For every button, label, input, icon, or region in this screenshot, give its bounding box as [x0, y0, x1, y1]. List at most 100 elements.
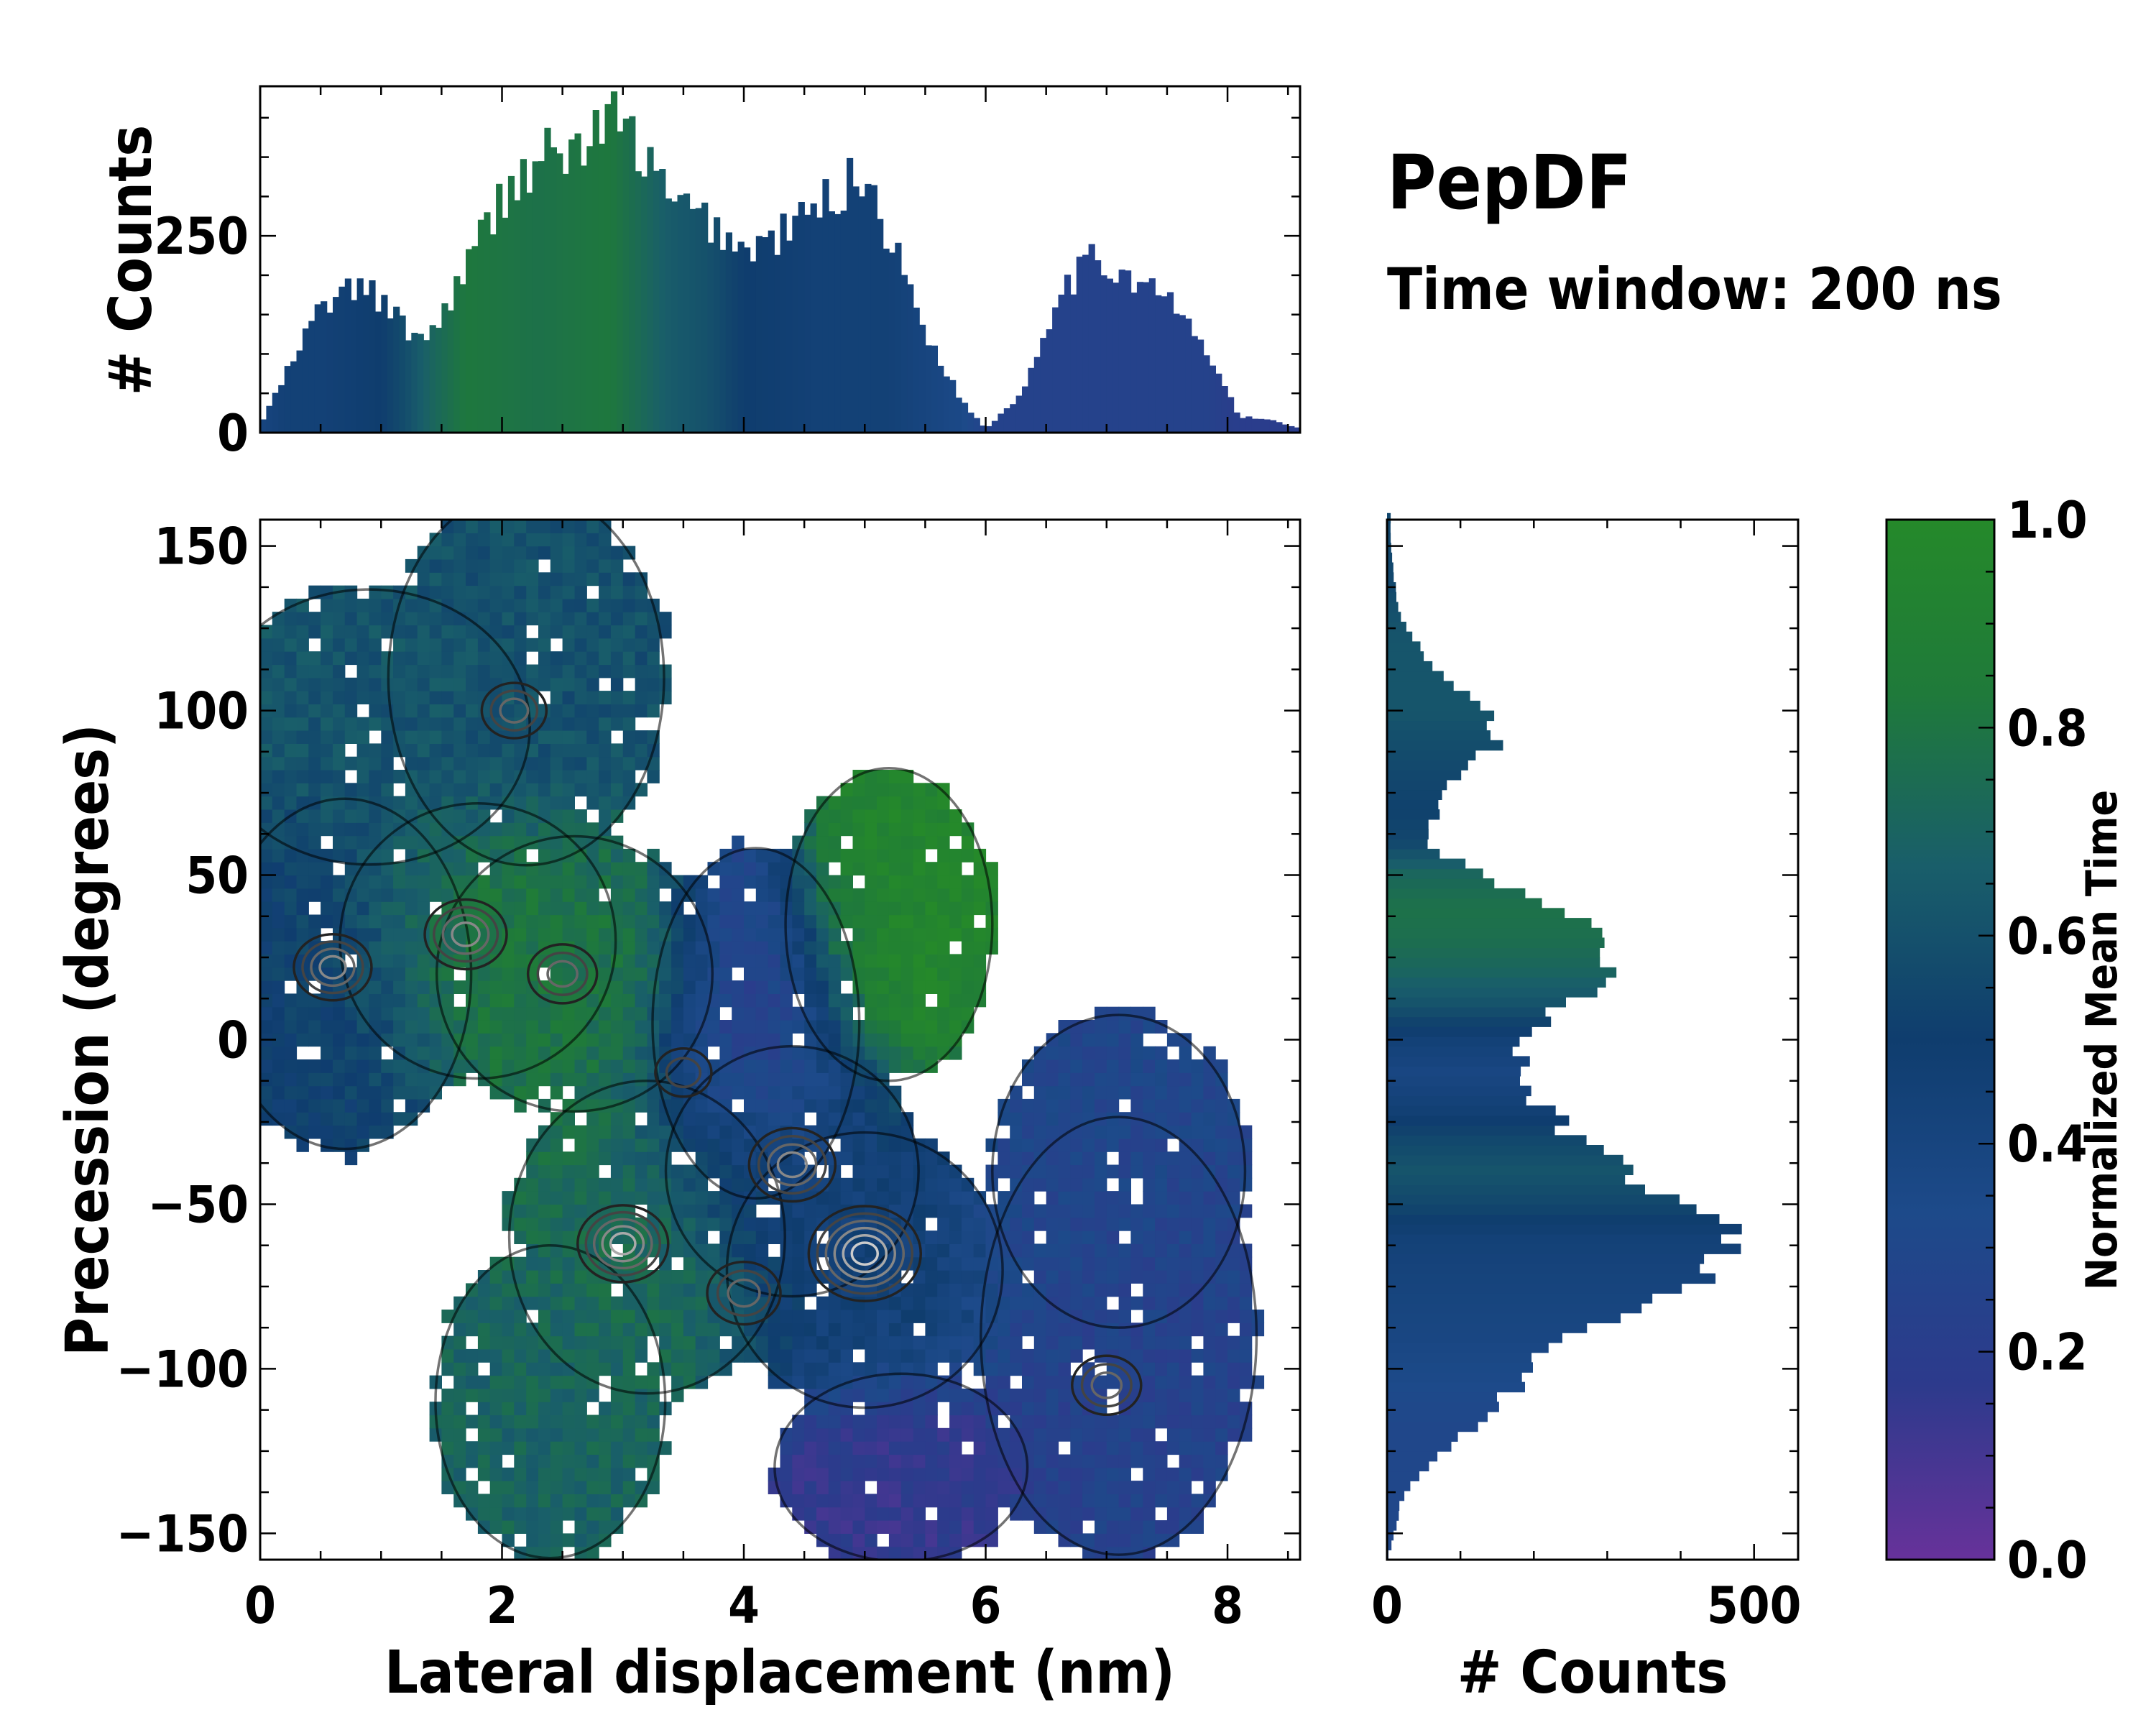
- top-histogram-bar: [260, 419, 267, 433]
- heatmap-cell: [973, 1402, 987, 1416]
- heatmap-cell: [937, 1467, 950, 1481]
- heatmap-cell: [973, 875, 987, 889]
- heatmap-cell: [405, 914, 418, 929]
- heatmap-cell: [272, 901, 285, 916]
- heatmap-cell: [381, 770, 394, 783]
- heatmap-cell: [260, 1006, 273, 1021]
- heatmap-cell: [562, 888, 575, 902]
- heatmap-cell: [477, 677, 491, 691]
- top-histogram-bar: [865, 183, 872, 433]
- heatmap-cell: [732, 993, 745, 1008]
- heatmap-cell: [574, 1454, 587, 1468]
- heatmap-cell: [1095, 1414, 1107, 1429]
- heatmap-cell: [550, 691, 563, 704]
- heatmap-cell: [477, 1414, 491, 1429]
- heatmap-cell: [550, 1020, 563, 1034]
- heatmap-cell: [586, 1191, 599, 1205]
- heatmap-cell: [744, 1033, 757, 1047]
- heatmap-cell: [550, 796, 563, 810]
- heatmap-cell: [1203, 1256, 1216, 1271]
- heatmap-cell: [417, 677, 430, 691]
- heatmap-cell: [1143, 1006, 1156, 1021]
- right-histogram-bar: [1387, 1333, 1562, 1343]
- heatmap-cell: [622, 1191, 636, 1205]
- heatmap-cell: [586, 651, 599, 666]
- heatmap-cell: [1215, 1454, 1228, 1468]
- heatmap-cell: [913, 862, 926, 876]
- heatmap-cell: [1203, 1454, 1216, 1468]
- heatmap-cell: [599, 572, 612, 586]
- heatmap-cell: [284, 888, 298, 902]
- y-tick-label: 100: [155, 682, 249, 741]
- heatmap-cell: [574, 1085, 587, 1100]
- heatmap-cell: [792, 1494, 805, 1508]
- heatmap-cell: [828, 1310, 842, 1323]
- heatmap-cell: [900, 1335, 914, 1350]
- heatmap-cell: [599, 638, 612, 652]
- heatmap-cell: [1058, 1494, 1071, 1508]
- heatmap-cell: [1106, 1125, 1120, 1139]
- heatmap-cell: [586, 888, 599, 902]
- heatmap-cell: [1179, 1414, 1192, 1429]
- heatmap-cell: [828, 993, 842, 1008]
- heatmap-cell: [441, 704, 454, 718]
- top-histogram-bar: [580, 165, 588, 433]
- heatmap-cell: [477, 835, 491, 850]
- heatmap-cell: [550, 1059, 563, 1073]
- heatmap-cell: [489, 664, 503, 678]
- heatmap-cell: [985, 1296, 998, 1310]
- heatmap-cell: [586, 1296, 599, 1310]
- heatmap-cell: [393, 993, 406, 1008]
- heatmap-cell: [574, 888, 587, 902]
- heatmap-cell: [816, 1362, 829, 1376]
- heatmap-cell: [550, 1467, 563, 1481]
- heatmap-cell: [1106, 1112, 1120, 1126]
- density-contour: [432, 906, 499, 963]
- right-histogram-bar: [1387, 602, 1399, 612]
- heatmap-cell: [961, 1283, 975, 1297]
- heatmap-cell: [477, 520, 491, 533]
- heatmap-cell: [1058, 1204, 1071, 1218]
- heatmap-cell: [1070, 1427, 1083, 1442]
- heatmap-cell: [562, 625, 575, 639]
- heatmap-cell: [792, 888, 805, 902]
- heatmap-cell: [865, 875, 877, 889]
- heatmap-cell: [659, 677, 672, 691]
- top-histogram-bar: [744, 247, 751, 433]
- heatmap-cell: [719, 1191, 732, 1205]
- heatmap-cell: [804, 927, 817, 942]
- heatmap-cell: [550, 1441, 563, 1455]
- heatmap-cell: [514, 822, 527, 837]
- heatmap-cell: [635, 862, 648, 876]
- heatmap-cell: [900, 1020, 914, 1034]
- top-histogram-bar: [780, 213, 787, 433]
- heatmap-cell: [489, 1520, 503, 1534]
- heatmap-cell: [369, 664, 382, 678]
- heatmap-cell: [961, 822, 975, 837]
- heatmap-cell: [925, 1204, 938, 1218]
- heatmap-cell: [381, 980, 394, 994]
- heatmap-cell: [840, 1033, 853, 1047]
- heatmap-cell: [1082, 1191, 1095, 1205]
- heatmap-cell: [865, 1164, 877, 1179]
- heatmap-cell: [949, 927, 962, 942]
- heatmap-cell: [1191, 1112, 1204, 1126]
- heatmap-cell: [417, 901, 430, 916]
- heatmap-cell: [768, 1230, 781, 1244]
- heatmap-cell: [900, 1533, 914, 1547]
- heatmap-cell: [683, 967, 696, 981]
- heatmap-cell: [985, 1348, 998, 1363]
- top-histogram-bar: [1118, 270, 1125, 433]
- heatmap-cell: [599, 927, 612, 942]
- heatmap-cell: [296, 743, 309, 758]
- heatmap-cell: [477, 1441, 491, 1455]
- heatmap-cell: [695, 1217, 709, 1231]
- right-histogram-bar: [1387, 552, 1393, 564]
- heatmap-cell: [453, 638, 466, 652]
- heatmap-cell: [865, 1046, 877, 1060]
- heatmap-cell: [538, 1533, 551, 1547]
- heatmap-cell: [719, 1098, 732, 1113]
- heatmap-cell: [405, 664, 418, 678]
- top-histogram-bar: [725, 232, 732, 433]
- heatmap-cell: [719, 1151, 732, 1166]
